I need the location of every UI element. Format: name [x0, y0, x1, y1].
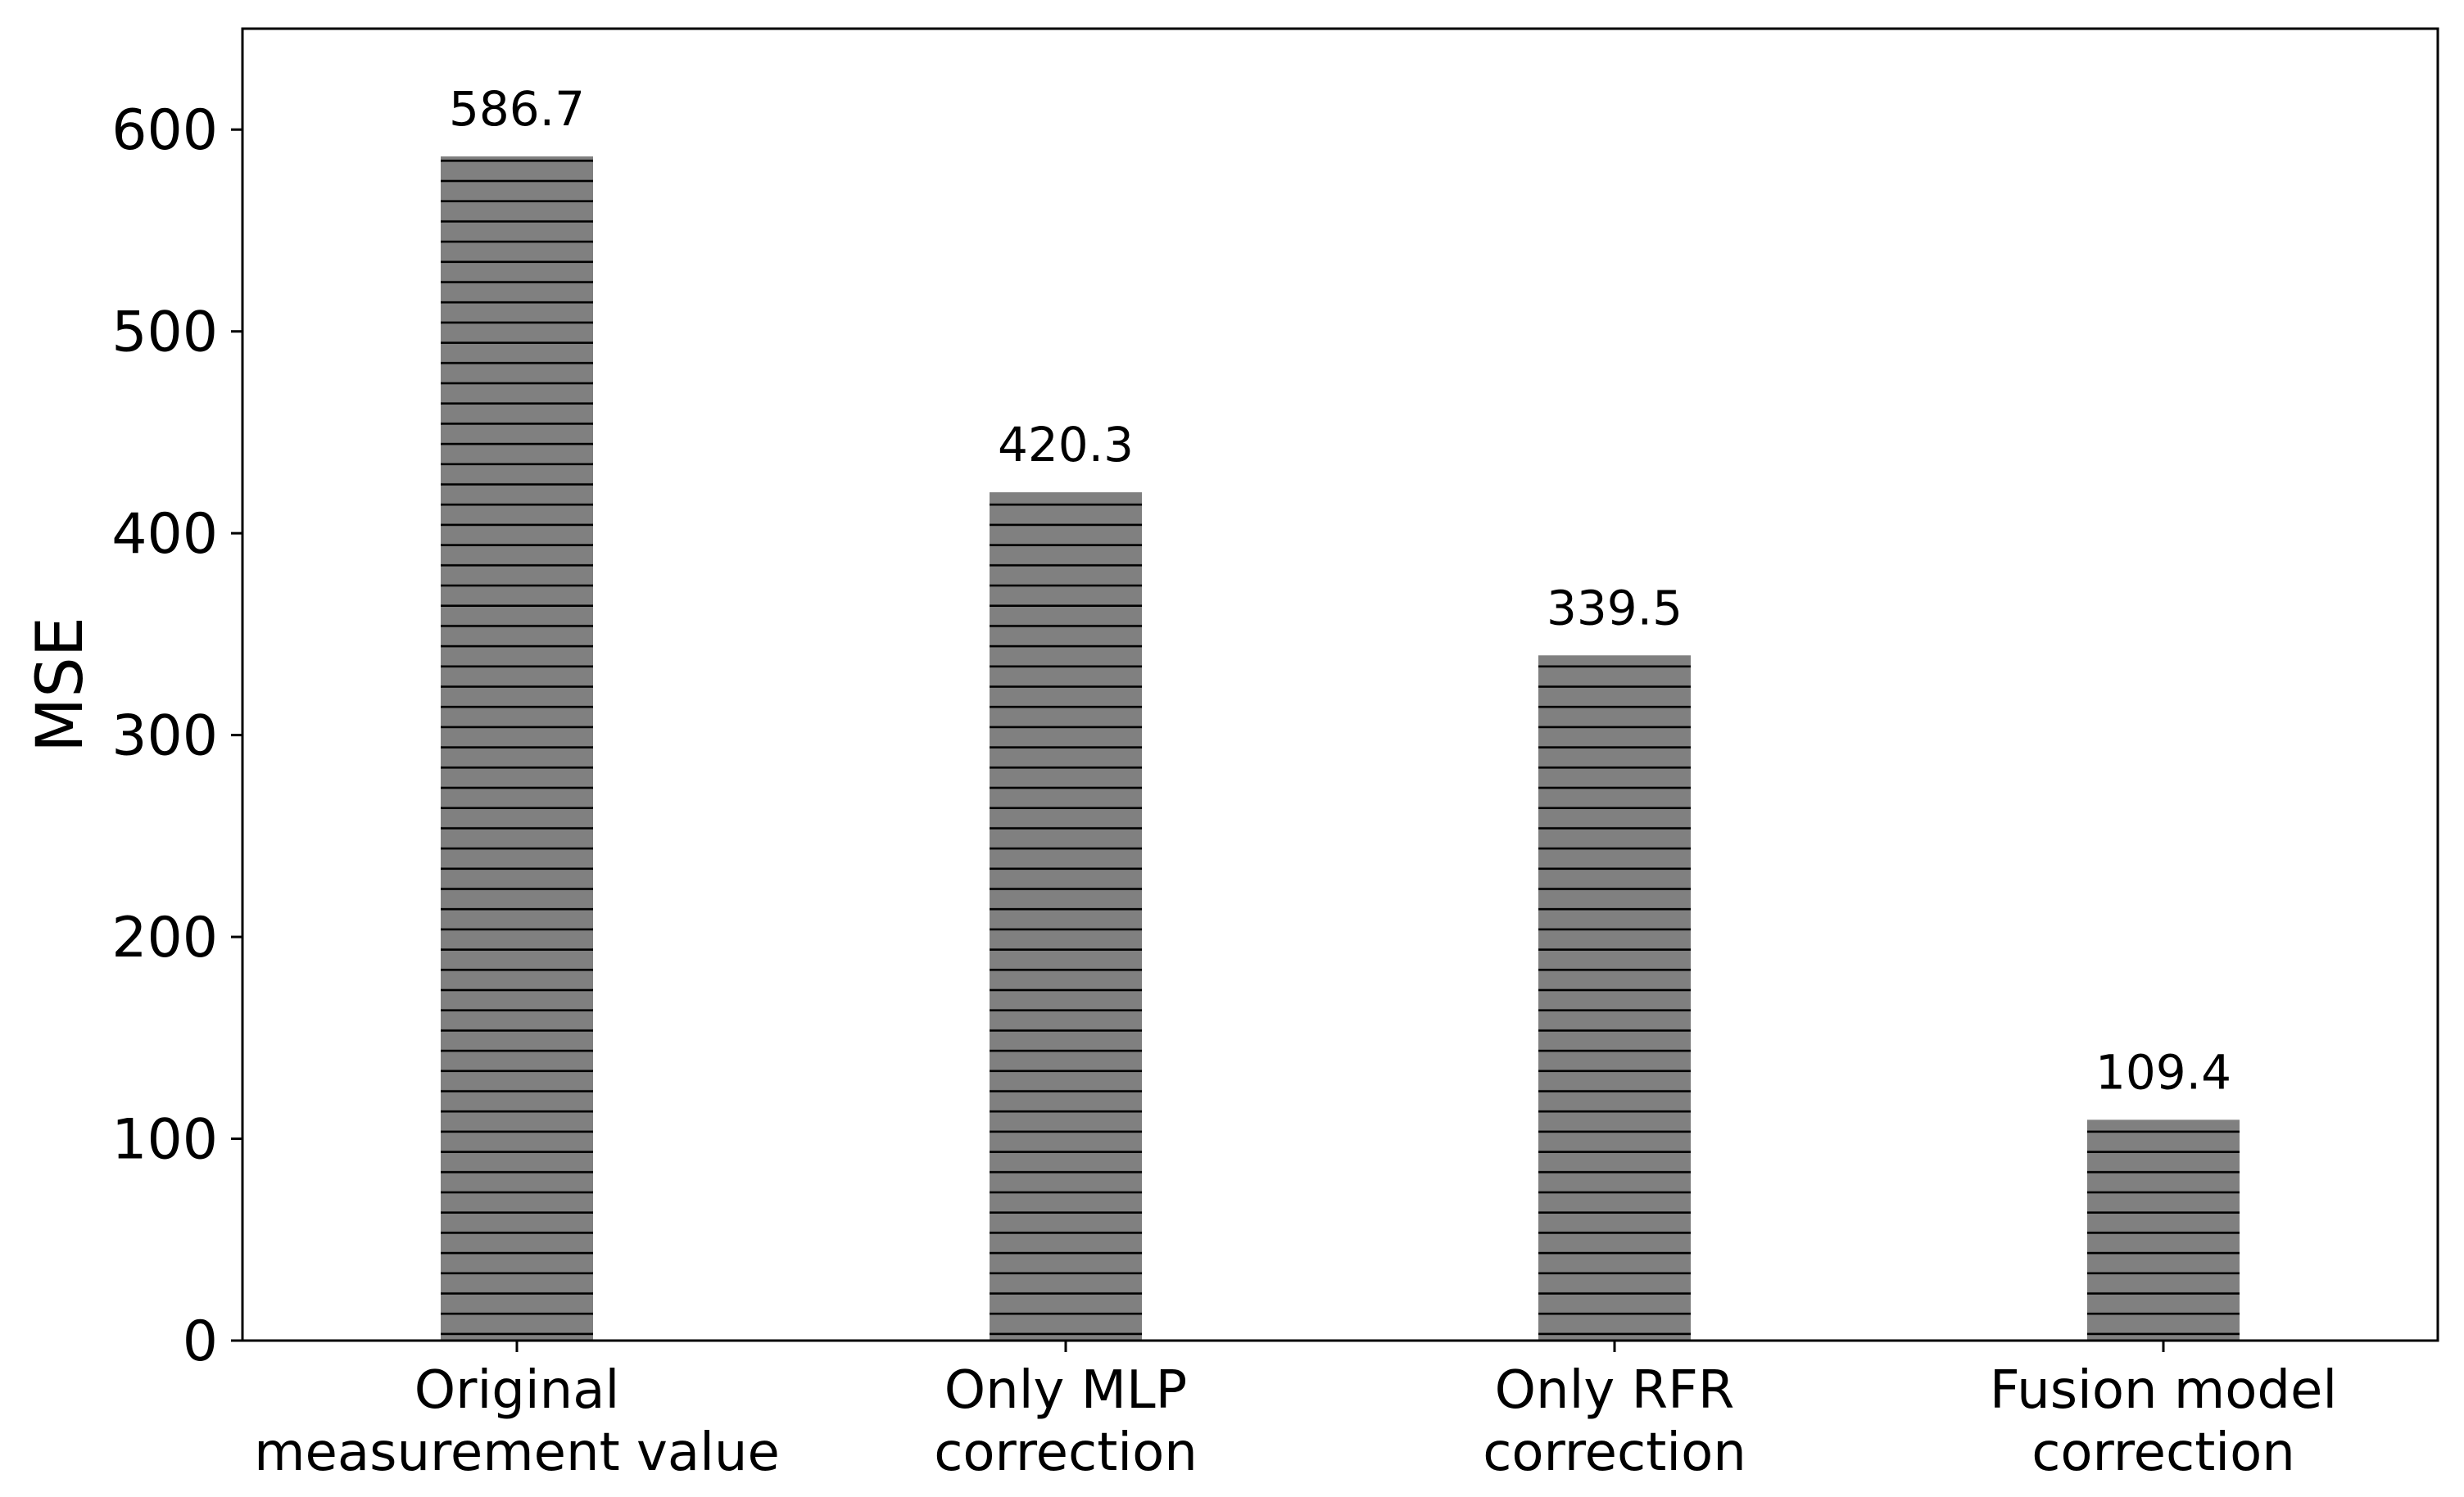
y-tick-label: 400: [111, 502, 218, 567]
y-tick-label: 100: [111, 1108, 218, 1173]
data-labels: 586.7 420.3 339.5 109.4: [449, 81, 2231, 1100]
plot-frame: [241, 27, 2439, 1342]
y-tick-label: 200: [111, 906, 218, 970]
x-tick-label: Fusion model correction: [1990, 1360, 2337, 1483]
x-axis: Original measurement value Only MLP correct…: [254, 1341, 2337, 1483]
x-tick-label: Only MLP correction: [934, 1360, 1198, 1483]
y-axis-label: MSE: [24, 617, 97, 753]
bar-3: [1538, 655, 1691, 1341]
y-tick-label: 300: [111, 704, 218, 769]
y-tick-label: 0: [183, 1309, 218, 1374]
bar-2: [990, 492, 1142, 1341]
bars-layer: [441, 156, 2240, 1341]
y-tick-label: 600: [111, 98, 218, 163]
data-label: 420.3: [998, 417, 1134, 473]
y-tick-label: 500: [111, 301, 218, 365]
y-axis: 0 100 200 300 400 500 600: [111, 98, 242, 1374]
bar-1: [441, 156, 593, 1341]
data-label: 109.4: [2095, 1044, 2231, 1100]
data-label: 586.7: [449, 81, 585, 137]
x-tick-label: Original measurement value: [254, 1360, 780, 1483]
data-label: 339.5: [1547, 580, 1683, 635]
bar-4: [2087, 1119, 2240, 1341]
x-tick-label: Only RFR correction: [1483, 1360, 1746, 1483]
